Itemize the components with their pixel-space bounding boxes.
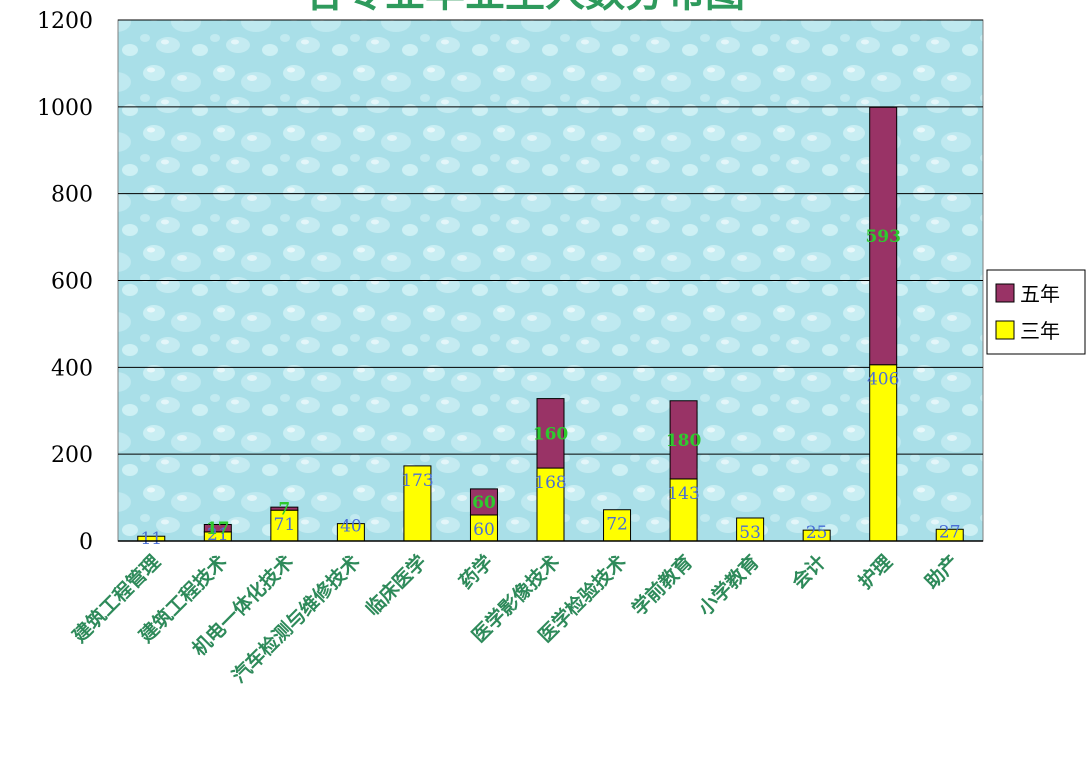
chart-title: 各专业毕业生人数分布图: [305, 0, 745, 16]
y-tick-label: 600: [51, 270, 93, 295]
legend-swatch-三年: [995, 320, 1015, 340]
legend-label-五年: 五年: [1020, 282, 1060, 306]
data-label-五年: 7: [278, 500, 290, 520]
data-label-三年: 21: [207, 525, 229, 545]
legend-label-三年: 三年: [1020, 319, 1060, 343]
bar-五年: [270, 506, 299, 511]
y-tick-label: 200: [51, 443, 93, 468]
data-label-三年: 168: [534, 473, 566, 493]
data-label-三年: 173: [401, 471, 433, 491]
data-label-五年: 17: [206, 519, 230, 539]
bar-五年: [869, 106, 898, 366]
data-label-三年: 406: [867, 370, 899, 390]
x-category-label: 汽车检测与维修技术: [227, 550, 364, 687]
x-category-label: 护理: [854, 550, 897, 593]
y-tick-label: 0: [79, 530, 93, 555]
data-label-三年: 53: [739, 523, 761, 543]
x-category-label: 会计: [787, 550, 830, 593]
bar-三年: [869, 364, 898, 542]
data-label-三年: 72: [606, 515, 628, 535]
bar-五年: [536, 398, 565, 469]
data-label-三年: 27: [939, 522, 961, 542]
x-category-label: 临床医学: [361, 550, 431, 620]
x-category-label: 助产: [920, 550, 963, 593]
data-label-五年: 593: [865, 227, 901, 247]
y-tick-label: 400: [51, 356, 93, 381]
bar-三年: [536, 467, 565, 542]
data-label-五年: 160: [533, 424, 569, 444]
y-tick-label: 1200: [37, 9, 93, 34]
x-category-label: 药学: [454, 550, 497, 593]
legend-swatch-五年: [995, 283, 1015, 303]
data-label-三年: 71: [274, 515, 296, 535]
bar-三年: [270, 509, 299, 542]
data-label-三年: 143: [667, 484, 699, 504]
x-category-label: 学前教育: [627, 550, 697, 620]
y-tick-label: 800: [51, 183, 93, 208]
y-tick-label: 1000: [37, 96, 93, 121]
data-label-五年: 180: [666, 431, 702, 451]
data-label-三年: 60: [473, 520, 495, 540]
bar-三年: [403, 465, 432, 542]
data-label-三年: 40: [340, 517, 362, 537]
bar-三年: [469, 514, 498, 542]
bar-五年: [469, 488, 498, 516]
data-label-三年: 11: [140, 529, 162, 549]
bar-三年: [603, 509, 632, 542]
x-category-label: 小学教育: [694, 550, 764, 620]
bar-三年: [669, 478, 698, 542]
data-label-五年: 60: [472, 493, 496, 513]
bar-五年: [669, 400, 698, 480]
data-label-三年: 25: [806, 523, 828, 543]
bar-五年: [203, 524, 232, 533]
